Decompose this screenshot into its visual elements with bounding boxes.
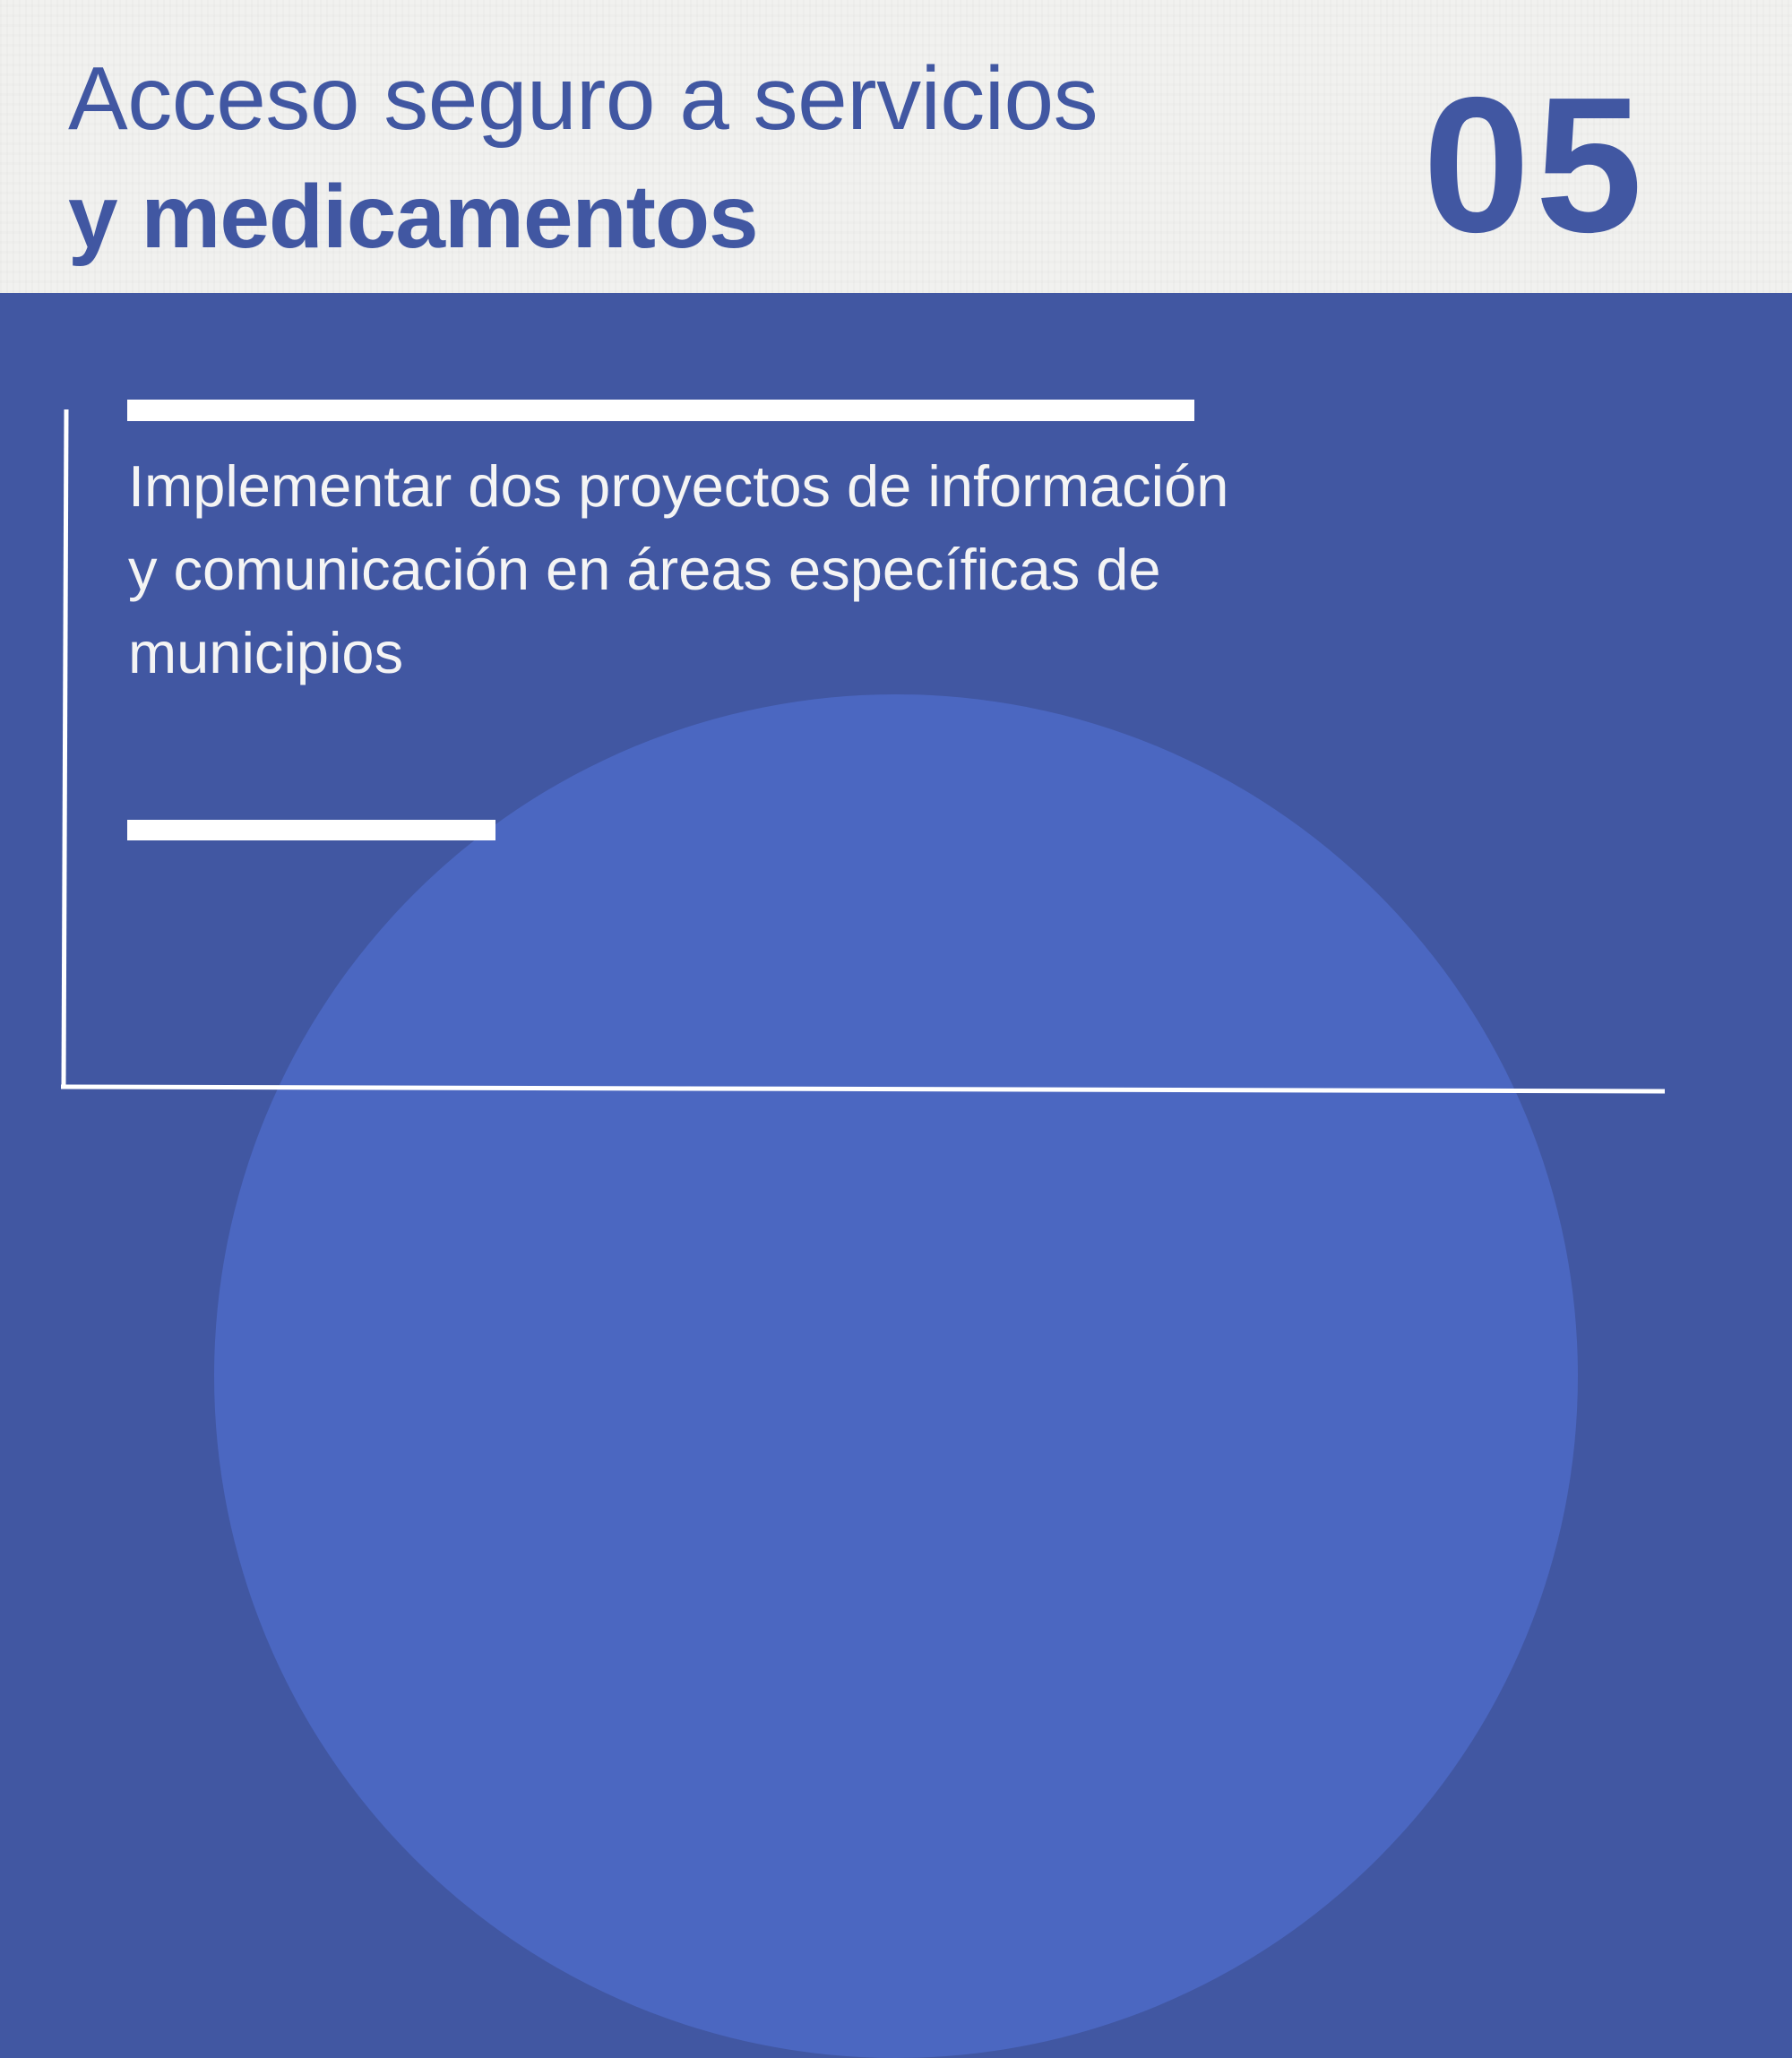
header-band: Acceso seguro a servicios y medicamentos…: [0, 0, 1792, 293]
section-number: 05: [1423, 56, 1649, 272]
frame-lines: [60, 409, 1666, 1094]
frame-vertical-line: [61, 409, 69, 1089]
title-line-2: y medicamentos: [68, 167, 759, 267]
goal-text: Implementar dos proyectos de información…: [128, 453, 1229, 685]
bottom-accent-bar: [127, 820, 495, 840]
frame-horizontal-line: [60, 1084, 1666, 1094]
title-line-1: Acceso seguro a servicios: [68, 48, 1098, 149]
top-accent-bar: [127, 400, 1194, 421]
